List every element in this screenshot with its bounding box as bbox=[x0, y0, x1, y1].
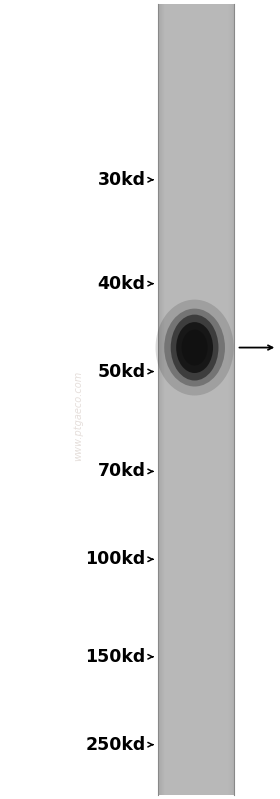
Bar bbox=[217, 4, 218, 795]
Bar bbox=[228, 4, 229, 795]
Bar bbox=[161, 4, 162, 795]
Bar bbox=[186, 4, 188, 795]
Bar bbox=[202, 4, 203, 795]
Bar bbox=[158, 4, 159, 795]
Bar bbox=[190, 4, 191, 795]
Bar bbox=[208, 4, 209, 795]
Bar bbox=[225, 4, 226, 795]
Bar bbox=[159, 4, 160, 795]
Bar bbox=[172, 4, 173, 795]
Bar bbox=[176, 4, 177, 795]
Ellipse shape bbox=[181, 329, 208, 366]
Ellipse shape bbox=[171, 315, 218, 380]
Bar bbox=[224, 4, 225, 795]
Text: 70kd: 70kd bbox=[98, 463, 146, 480]
Bar bbox=[179, 4, 180, 795]
Text: 40kd: 40kd bbox=[98, 275, 146, 292]
Bar bbox=[175, 4, 176, 795]
Bar bbox=[233, 4, 234, 795]
Bar bbox=[160, 4, 161, 795]
Bar bbox=[219, 4, 220, 795]
Bar bbox=[207, 4, 208, 795]
Bar bbox=[188, 4, 189, 795]
Bar bbox=[211, 4, 212, 795]
Bar bbox=[226, 4, 227, 795]
Bar bbox=[166, 4, 167, 795]
Bar bbox=[163, 4, 164, 795]
Bar bbox=[178, 4, 179, 795]
Bar bbox=[177, 4, 178, 795]
Bar bbox=[199, 4, 200, 795]
Bar bbox=[185, 4, 186, 795]
Bar bbox=[212, 4, 213, 795]
Ellipse shape bbox=[156, 300, 234, 396]
Bar bbox=[227, 4, 228, 795]
Bar bbox=[184, 4, 185, 795]
Bar bbox=[173, 4, 174, 795]
Bar bbox=[220, 4, 221, 795]
Bar bbox=[158, 4, 234, 795]
Bar bbox=[213, 4, 214, 795]
Bar bbox=[203, 4, 204, 795]
Bar bbox=[183, 4, 184, 795]
Bar bbox=[210, 4, 211, 795]
Bar bbox=[193, 4, 194, 795]
Ellipse shape bbox=[164, 308, 225, 387]
Bar bbox=[181, 4, 182, 795]
Bar bbox=[230, 4, 231, 795]
Bar bbox=[223, 4, 224, 795]
Bar bbox=[215, 4, 216, 795]
Bar bbox=[192, 4, 193, 795]
Bar bbox=[231, 4, 232, 795]
Bar bbox=[162, 4, 163, 795]
Bar bbox=[206, 4, 207, 795]
Bar bbox=[182, 4, 183, 795]
Bar bbox=[197, 4, 198, 795]
Text: 100kd: 100kd bbox=[85, 551, 146, 568]
Bar bbox=[164, 4, 165, 795]
Bar bbox=[218, 4, 219, 795]
Bar bbox=[165, 4, 166, 795]
Bar bbox=[204, 4, 206, 795]
Text: www.ptgaeco.com: www.ptgaeco.com bbox=[73, 371, 83, 460]
Bar bbox=[209, 4, 210, 795]
Bar bbox=[191, 4, 192, 795]
Bar bbox=[169, 4, 171, 795]
Bar bbox=[174, 4, 175, 795]
Text: 30kd: 30kd bbox=[98, 171, 146, 189]
Text: 50kd: 50kd bbox=[97, 363, 146, 380]
Bar bbox=[195, 4, 196, 795]
Text: 150kd: 150kd bbox=[85, 648, 146, 666]
Bar bbox=[221, 4, 222, 795]
Bar bbox=[232, 4, 233, 795]
Bar bbox=[189, 4, 190, 795]
Bar bbox=[198, 4, 199, 795]
Bar bbox=[171, 4, 172, 795]
Bar bbox=[216, 4, 217, 795]
Bar bbox=[200, 4, 201, 795]
Bar bbox=[168, 4, 169, 795]
Bar bbox=[222, 4, 223, 795]
Ellipse shape bbox=[176, 322, 213, 373]
Bar bbox=[214, 4, 215, 795]
Bar bbox=[201, 4, 202, 795]
Bar bbox=[167, 4, 168, 795]
Bar bbox=[229, 4, 230, 795]
Bar bbox=[180, 4, 181, 795]
Text: 250kd: 250kd bbox=[85, 736, 146, 753]
Bar bbox=[194, 4, 195, 795]
Bar bbox=[196, 4, 197, 795]
